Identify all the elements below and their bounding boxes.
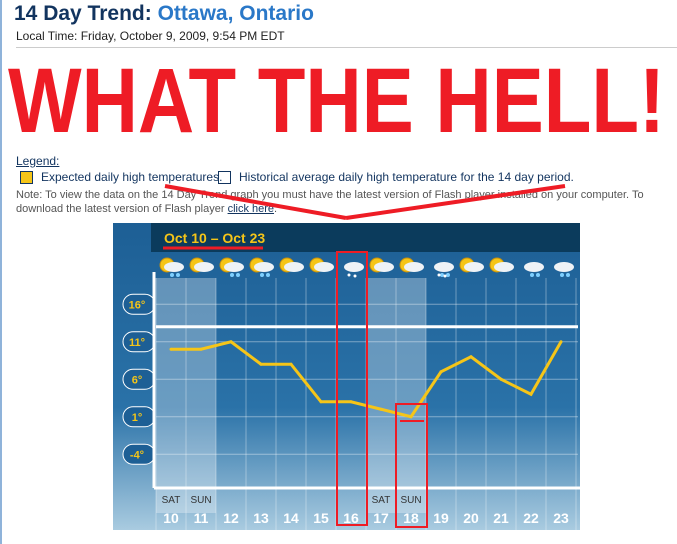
click-here-link[interactable]: click here — [227, 203, 275, 215]
day-label: 15 — [313, 510, 329, 526]
data-point — [229, 340, 233, 344]
data-point — [439, 370, 443, 374]
legend-heading: Legend: — [16, 154, 60, 168]
weekend-shade — [366, 278, 396, 513]
rain-snow-icon — [434, 262, 454, 278]
sun-cloud-icon — [309, 257, 334, 273]
data-point — [169, 347, 173, 351]
weekend-shade — [156, 278, 186, 513]
weekday-label: SAT — [372, 495, 391, 506]
sun-cloud-icon — [399, 257, 424, 273]
trend-chart: Oct 10 – Oct 23 16° 11° 6° 1° -4° SAT 10 SUN 11 12… — [113, 223, 580, 533]
ytick-label: -4° — [130, 449, 144, 461]
local-time: Local Time: Friday, October 9, 2009, 9:5… — [16, 29, 285, 43]
yellow-swatch-icon — [20, 170, 33, 184]
left-border — [0, 0, 2, 544]
flash-note: Note: To view the data on the 14 Day Tre… — [16, 188, 656, 216]
weekend-shade — [396, 278, 426, 513]
rain-icon — [524, 262, 544, 277]
day-label: 12 — [223, 510, 239, 526]
data-point — [379, 407, 383, 411]
white-swatch-icon — [218, 170, 231, 184]
day-label: 20 — [463, 510, 479, 526]
data-point — [319, 400, 323, 404]
legend-item-historical: Historical average daily high temperatur… — [218, 170, 574, 184]
chart-svg: Oct 10 – Oct 23 16° 11° 6° 1° -4° SAT 10 SUN 11 12… — [122, 223, 580, 533]
data-point — [349, 400, 353, 404]
page-title: 14 Day Trend: Ottawa, Ontario — [14, 2, 314, 26]
rain-icon — [554, 262, 574, 277]
day-label: 14 — [283, 510, 299, 526]
sun-cloud-icon — [459, 257, 484, 273]
chart-title: Oct 10 – Oct 23 — [164, 230, 265, 246]
sun-cloud-rain-icon — [219, 257, 244, 277]
note-end: . — [274, 203, 278, 215]
overlay-text: WHAT THE HELL! — [8, 50, 665, 152]
weekday-label: SUN — [190, 495, 211, 506]
sun-cloud-rain-icon — [159, 257, 184, 277]
data-point — [529, 392, 533, 396]
day-label: 21 — [493, 510, 509, 526]
day-label: 18 — [403, 510, 419, 526]
weekday-label: SAT — [162, 495, 181, 506]
note-text: Note: To view the data on the 14 Day Tre… — [16, 189, 644, 215]
day-label: 13 — [253, 510, 269, 526]
data-point — [259, 362, 263, 366]
sun-cloud-icon — [369, 257, 394, 273]
day-label: 23 — [553, 510, 569, 526]
data-point — [409, 415, 413, 419]
data-point — [559, 340, 563, 344]
ytick-label: 16° — [129, 299, 146, 311]
data-point — [469, 355, 473, 359]
snow-icon — [344, 262, 364, 278]
data-point — [289, 362, 293, 366]
data-point — [199, 347, 203, 351]
day-label: 16 — [343, 510, 359, 526]
day-label: 22 — [523, 510, 539, 526]
sun-cloud-icon — [189, 257, 214, 273]
day-label: 10 — [163, 510, 179, 526]
legend-label: Expected daily high temperatures. — [41, 170, 223, 184]
data-point — [499, 377, 503, 381]
day-label: 11 — [194, 510, 209, 526]
weekday-label: SUN — [400, 495, 421, 506]
day-label: 17 — [373, 510, 389, 526]
divider — [16, 47, 677, 48]
sun-cloud-rain-icon — [249, 257, 274, 277]
day-label: 19 — [433, 510, 449, 526]
title-prefix: 14 Day Trend: — [14, 2, 152, 25]
legend-label: Historical average daily high temperatur… — [239, 170, 574, 184]
sun-cloud-icon — [489, 257, 514, 273]
legend-item-expected: Expected daily high temperatures. — [20, 170, 222, 184]
sun-cloud-icon — [279, 257, 304, 273]
ytick-label: 1° — [132, 412, 143, 424]
weekend-shade — [186, 278, 216, 513]
city-name: Ottawa, Ontario — [157, 2, 314, 25]
ytick-label: 11° — [129, 337, 145, 349]
ytick-label: 6° — [132, 374, 143, 386]
